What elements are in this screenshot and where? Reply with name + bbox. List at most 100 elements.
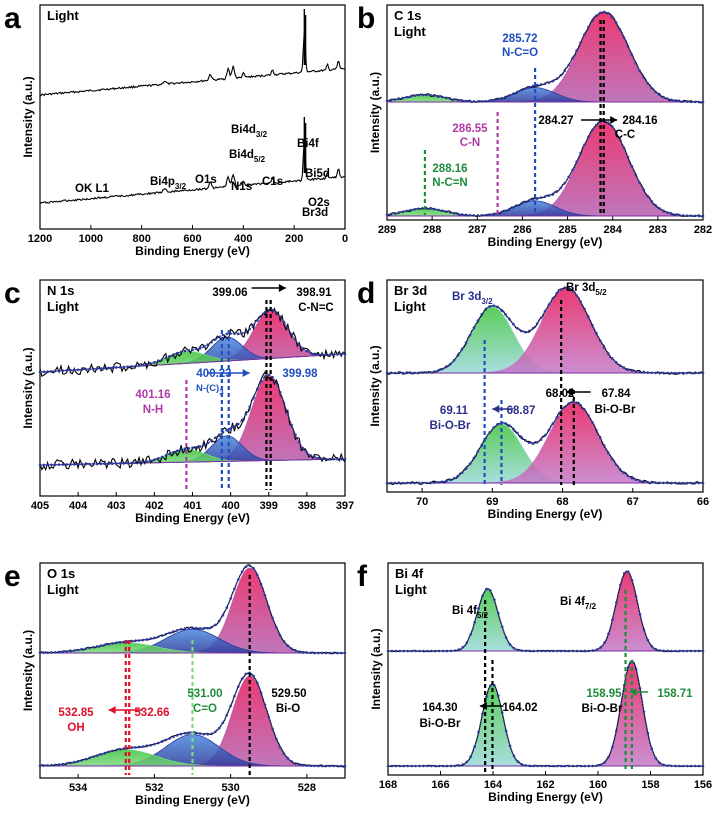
fit-point <box>38 764 42 767</box>
fit-point <box>267 373 271 377</box>
fit-point <box>579 764 583 768</box>
fit-point <box>452 358 456 362</box>
fit-point <box>528 649 532 653</box>
fit-point <box>336 353 339 356</box>
fit-point <box>202 627 206 630</box>
fit-point <box>587 649 591 653</box>
fit-point <box>317 353 320 356</box>
fit-point <box>233 694 236 698</box>
fit-point <box>385 371 389 375</box>
fit-point <box>464 213 468 217</box>
fit-point <box>548 764 551 768</box>
fit-point <box>88 756 91 760</box>
fit-point <box>145 460 149 463</box>
fit-point <box>290 647 293 650</box>
survey-peak-label-main: Bi4f <box>297 138 319 150</box>
fit-point <box>248 564 251 567</box>
fit-point <box>50 763 53 767</box>
fit-point <box>233 587 236 591</box>
fit-point <box>697 100 701 104</box>
fit-point <box>465 641 469 644</box>
fit-point <box>401 210 405 214</box>
fit-point <box>141 460 145 464</box>
fit-point <box>414 764 417 768</box>
fit-point <box>619 707 622 710</box>
fit-point <box>53 369 57 373</box>
fit-point <box>305 451 309 454</box>
fit-point <box>603 641 606 644</box>
fit-point <box>685 100 689 103</box>
fit-point <box>591 128 594 132</box>
y-axis-title: Intensity (a.u.) <box>21 630 35 711</box>
fit-point <box>701 100 705 104</box>
fit-point <box>480 312 484 316</box>
fit-point <box>460 213 464 216</box>
fit-point <box>168 737 171 740</box>
fit-point <box>42 651 46 655</box>
fit-point <box>693 371 697 375</box>
fit-point <box>473 745 476 748</box>
fit-point <box>38 370 42 374</box>
fit-point <box>410 649 413 653</box>
fit-point <box>622 471 626 475</box>
fit-point <box>571 649 575 653</box>
fit-point <box>393 212 397 215</box>
fit-point <box>57 463 61 466</box>
oh-label: OH <box>67 722 84 734</box>
fit-point <box>286 644 290 648</box>
fit-point <box>301 347 305 350</box>
fit-point <box>73 368 76 372</box>
fit-point <box>642 710 646 714</box>
fit-point <box>57 369 61 373</box>
fit-point <box>488 213 492 216</box>
fit-point <box>701 481 705 485</box>
fit-point <box>461 763 465 766</box>
fit-point <box>559 764 563 768</box>
fit-point <box>615 729 618 732</box>
fit-point <box>156 457 160 460</box>
n-c3-value-before: 400.23 <box>196 368 231 380</box>
fit-point <box>76 759 80 763</box>
shift-arrow-head <box>242 369 250 377</box>
fit-point <box>678 371 681 375</box>
fit-point <box>535 196 539 200</box>
fit-point <box>579 649 583 653</box>
fit-point <box>153 458 156 461</box>
fit-point <box>441 649 445 653</box>
bi-4f72-label: Bi 4f7/2 <box>560 596 597 611</box>
fit-point <box>244 412 248 416</box>
fit-point <box>202 443 206 447</box>
fit-point <box>290 333 293 336</box>
fit-point <box>520 202 523 205</box>
raw-spectrum <box>387 570 704 653</box>
fit-point <box>42 764 46 767</box>
fit-point <box>332 353 335 356</box>
panel-title: C 1s <box>394 8 421 23</box>
fit-point <box>516 431 519 435</box>
fit-point <box>229 704 232 708</box>
fit-point <box>555 416 559 419</box>
fit-point <box>606 12 610 15</box>
fit-point <box>252 567 255 570</box>
fit-point <box>328 651 332 655</box>
fit-point <box>579 300 582 303</box>
fit-point <box>587 414 590 417</box>
fit-point <box>666 649 669 653</box>
plot-frame <box>39 562 346 779</box>
fit-point <box>654 647 658 651</box>
fit-point <box>332 764 335 768</box>
fit-point <box>551 296 555 300</box>
x-tick-label: 70 <box>416 496 428 508</box>
x-tick-label: 401 <box>183 500 201 512</box>
fit-point <box>401 371 405 375</box>
x-tick-label: 162 <box>536 779 554 791</box>
fit-point <box>448 478 452 482</box>
fit-point <box>575 764 579 768</box>
fit-point <box>575 160 578 164</box>
fit-point <box>674 213 677 216</box>
survey-peak-label-main: Bi4d <box>231 124 256 136</box>
n-c3-label-main: N-(C) <box>196 383 219 394</box>
fit-point <box>433 481 436 484</box>
fit-point <box>579 151 582 155</box>
fit-point <box>301 447 305 450</box>
